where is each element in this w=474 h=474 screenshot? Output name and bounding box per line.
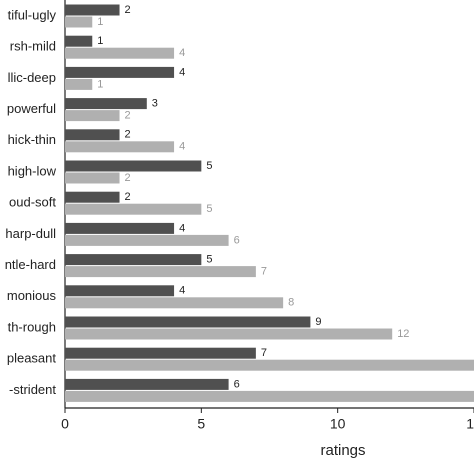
value-label: 2 <box>125 191 131 203</box>
bar <box>65 347 256 359</box>
bar <box>65 47 175 59</box>
bar <box>65 4 120 16</box>
category-label: harp-dull <box>5 226 56 241</box>
value-label: 2 <box>125 129 131 141</box>
value-label: 6 <box>234 378 240 390</box>
value-label: 12 <box>397 328 409 340</box>
category-label: -strident <box>9 382 56 397</box>
value-label: 1 <box>97 35 103 47</box>
value-label: 7 <box>261 347 267 359</box>
value-label: 7 <box>261 266 267 278</box>
bar <box>65 160 202 172</box>
value-label: 8 <box>288 297 294 309</box>
category-label: monious <box>7 288 57 303</box>
value-label: 4 <box>179 66 185 78</box>
value-label: 9 <box>315 316 321 328</box>
category-label: pleasant <box>7 351 57 366</box>
category-label: th-rough <box>8 319 56 334</box>
value-label: 2 <box>125 4 131 16</box>
x-tick-label: 0 <box>61 416 69 432</box>
value-label: 4 <box>179 141 185 153</box>
bar <box>65 66 175 78</box>
bar <box>65 172 120 184</box>
bar <box>65 141 175 153</box>
bar <box>65 35 93 47</box>
bar <box>65 203 202 215</box>
category-label: rsh-mild <box>10 39 56 54</box>
bar <box>65 78 93 90</box>
category-label: hick-thin <box>8 132 56 147</box>
value-label: 5 <box>206 160 212 172</box>
bar <box>65 328 393 340</box>
category-label: high-low <box>8 163 57 178</box>
x-axis-label: ratings <box>320 442 365 459</box>
bar <box>65 234 229 246</box>
category-label: ntle-hard <box>5 257 56 272</box>
bar <box>65 390 474 402</box>
bar <box>65 129 120 141</box>
bar <box>65 98 147 110</box>
value-label: 6 <box>234 234 240 246</box>
bar <box>65 16 93 28</box>
bar <box>65 359 474 371</box>
value-label: 4 <box>179 222 185 234</box>
bar <box>65 297 284 309</box>
value-label: 1 <box>97 78 103 90</box>
value-label: 2 <box>125 110 131 122</box>
x-tick-label: 10 <box>330 416 346 432</box>
bar <box>65 110 120 122</box>
bar <box>65 222 175 234</box>
bar <box>65 191 120 203</box>
x-tick-label: 15 <box>466 416 474 432</box>
value-label: 5 <box>206 203 212 215</box>
category-label: oud-soft <box>9 195 56 210</box>
category-label: tiful-ugly <box>8 7 57 22</box>
value-label: 1 <box>97 16 103 28</box>
value-label: 4 <box>179 285 185 297</box>
x-tick-label: 5 <box>197 416 205 432</box>
category-label: llic-deep <box>8 70 56 85</box>
value-label: 4 <box>179 47 185 59</box>
bar <box>65 266 256 278</box>
category-label: powerful <box>7 101 56 116</box>
bar <box>65 254 202 266</box>
value-label: 2 <box>125 172 131 184</box>
value-label: 3 <box>152 98 158 110</box>
value-label: 5 <box>206 254 212 266</box>
bar <box>65 285 175 297</box>
bar <box>65 316 311 328</box>
bar <box>65 378 229 390</box>
